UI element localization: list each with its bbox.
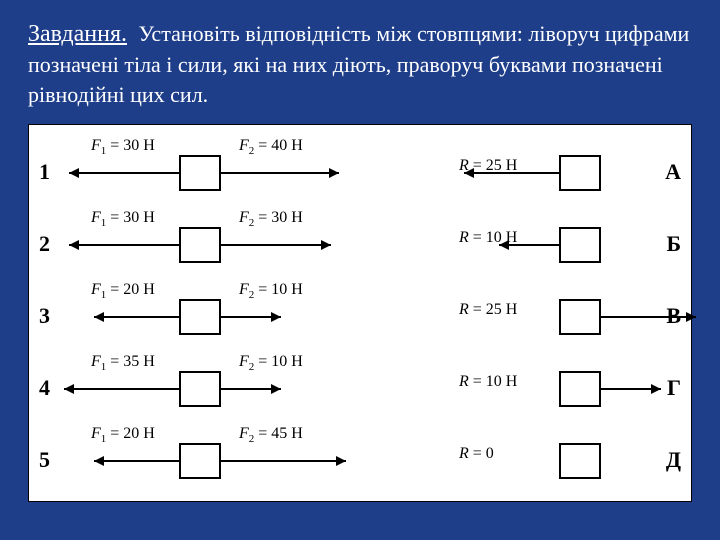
right-row-id: А <box>665 159 681 185</box>
r-label: R = 0 <box>459 445 494 463</box>
right-row: АR = 25 Н <box>29 133 691 205</box>
task-body: Установіть відповідність між стовпцями: … <box>28 21 689 107</box>
force-arrow <box>489 237 569 253</box>
diagram-panel: 1F1 = 30 НF2 = 40 Н2F1 = 30 НF2 = 30 Н3F… <box>28 124 692 502</box>
right-row: ВR = 25 Н <box>29 277 691 349</box>
force-arrow <box>591 309 706 325</box>
force-arrow <box>591 381 671 397</box>
right-row: Д R = 0 <box>29 421 691 493</box>
right-row-id: Б <box>666 231 681 257</box>
right-row: БR = 10 Н <box>29 205 691 277</box>
r-label: R = 10 Н <box>459 373 517 391</box>
task-header: Завдання. Установіть відповідність між с… <box>0 0 720 124</box>
force-arrow <box>454 165 569 181</box>
right-row: ГR = 10 Н <box>29 349 691 421</box>
body-box <box>559 443 601 479</box>
r-label: R = 25 Н <box>459 301 517 319</box>
right-row-id: Д <box>666 447 681 473</box>
task-title: Завдання. <box>28 21 127 47</box>
